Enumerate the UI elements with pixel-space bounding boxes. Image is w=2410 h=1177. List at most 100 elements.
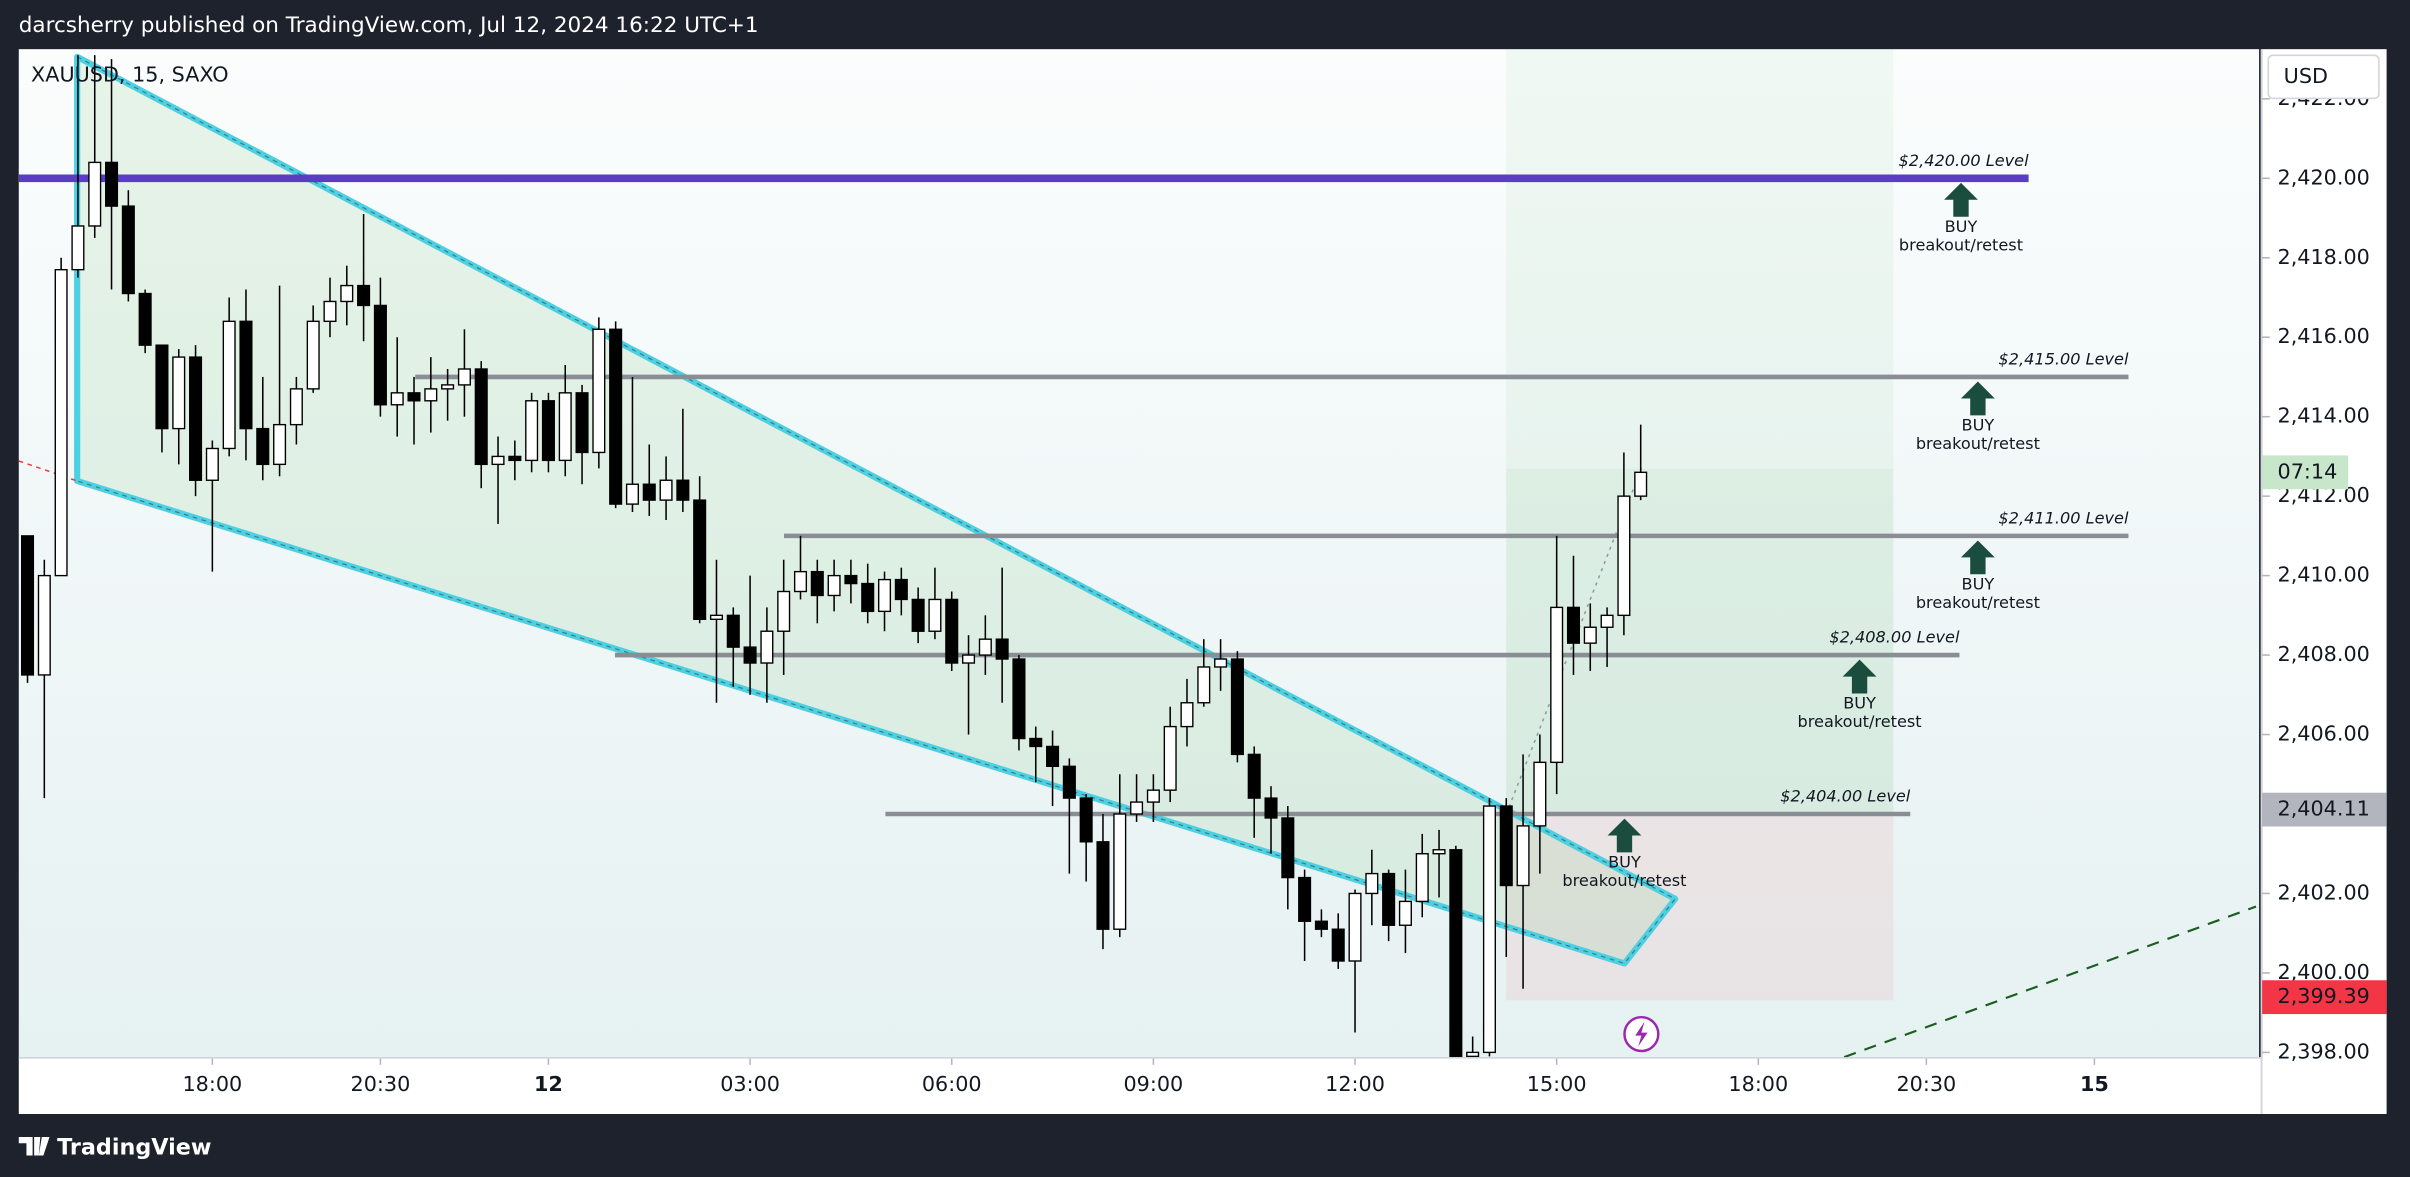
y-tick-label: 2,408.00: [2278, 642, 2370, 666]
buy-label: BUY: [1962, 575, 1995, 594]
y-tick-label: 2,416.00: [2278, 324, 2370, 348]
header-text: darcsherry published on TradingView.com,…: [19, 13, 759, 38]
candle-body-up: [424, 388, 438, 402]
currency-label: USD: [2284, 64, 2328, 88]
buy-arrow: [1842, 659, 1877, 694]
buy-label: BUY: [1945, 217, 1978, 236]
candle-body-down: [189, 356, 203, 481]
footer-text: TradingView: [57, 1134, 211, 1160]
candle-body-up: [1398, 900, 1412, 926]
level-label: $2,420.00 Level: [1899, 151, 2030, 170]
candle-body-up: [1214, 658, 1228, 668]
candle-body-down: [256, 427, 270, 466]
x-tick-label: 15: [2080, 1072, 2109, 1096]
x-tick-label: 06:00: [922, 1072, 982, 1096]
currency-box[interactable]: [2267, 54, 2380, 100]
candle-body-up: [760, 630, 774, 664]
candle-body-up: [205, 447, 219, 481]
footer-logo: TradingView: [18, 1134, 211, 1160]
candle-body-down: [1247, 753, 1261, 799]
candle-body-up: [1113, 813, 1127, 930]
candle-body-up: [1432, 849, 1446, 855]
buy-note: breakout/retest: [1916, 593, 2040, 612]
candle-body-down: [121, 205, 135, 295]
candle-body-down: [726, 614, 740, 648]
candle-body-down: [609, 328, 623, 505]
symbol-label: XAUUSD, 15, SAXO: [31, 62, 229, 86]
candle-body-down: [239, 320, 253, 430]
candle-body-down: [810, 570, 824, 597]
candle-body-down: [1298, 876, 1312, 922]
buy-label: BUY: [1608, 853, 1641, 872]
candle-body-up: [491, 455, 505, 466]
price-tag: [2262, 792, 2387, 827]
candle-body-up: [558, 392, 572, 462]
event-icon-bolt: [1635, 1021, 1648, 1047]
candle-body-down: [1499, 805, 1513, 887]
candle-body-down: [1382, 872, 1396, 926]
candle-body-down: [1331, 928, 1345, 962]
x-tick-label: 18:00: [182, 1072, 242, 1096]
levels: $2,420.00 LevelBUYbreakout/retest$2,415.…: [18, 151, 2129, 890]
candle-body-down: [407, 392, 421, 402]
candle-body-up: [390, 392, 404, 406]
candle-body-down: [20, 535, 35, 676]
candle-body-down: [508, 455, 522, 462]
candle-body-up: [222, 320, 236, 450]
candle-body-down: [1264, 797, 1278, 819]
x-tick-label: 03:00: [720, 1072, 780, 1096]
candle-body-down: [357, 284, 371, 307]
candle-body-down: [1046, 745, 1060, 768]
green-trend-line: [1843, 905, 2257, 1058]
candle-body-up: [1197, 666, 1211, 704]
candle-body-down: [373, 304, 387, 406]
candle-body-up: [1163, 725, 1177, 791]
candle-body-up: [1634, 471, 1648, 497]
candle-body-up: [827, 574, 841, 597]
wedge-center: [76, 56, 1677, 965]
x-tick-label: 12: [534, 1072, 563, 1096]
countdown-box: [2262, 455, 2349, 490]
candle-body-down: [1079, 797, 1093, 843]
candle-body-down: [945, 598, 959, 664]
candle-body-down: [1566, 606, 1581, 644]
candle-body-up: [289, 388, 303, 426]
level-label: $2,415.00 Level: [1998, 350, 2129, 369]
candle-body-up: [1550, 606, 1564, 764]
candle-body-up: [172, 356, 186, 430]
candle-body-up: [793, 570, 808, 593]
candle-body-up: [88, 161, 102, 227]
candle-body-up: [340, 284, 354, 303]
candle-body-up: [877, 578, 892, 613]
candle-body-up: [1533, 761, 1547, 827]
time-axis: [18, 1057, 2263, 1115]
price-tag-label: 2,404.11: [2278, 797, 2370, 821]
candle-body-down: [1029, 737, 1043, 748]
candle-body-down: [861, 582, 875, 613]
axes: 2,398.002,400.002,402.002,404.002,406.00…: [182, 86, 2387, 1096]
candle-body-down: [844, 574, 858, 585]
x-tick-label: 20:30: [351, 1072, 411, 1096]
candle-body-up: [54, 268, 68, 577]
candle-body-up: [928, 598, 942, 632]
buy-arrow: [1607, 818, 1642, 853]
candle-body-down: [1281, 817, 1295, 879]
y-tick-label: 2,398.00: [2278, 1039, 2370, 1063]
candle-body-up: [457, 368, 471, 386]
candle-body-down: [894, 578, 908, 601]
candle-body-up: [273, 423, 287, 466]
price-tag: [2262, 980, 2387, 1015]
candle-body-down: [1012, 658, 1026, 740]
candle-body-down: [995, 638, 1009, 660]
buy-note: breakout/retest: [1798, 712, 1922, 731]
logo-mark: [18, 1137, 50, 1156]
candle-body-up: [625, 483, 639, 505]
level-label: $2,404.00 Level: [1780, 787, 1911, 806]
candle-body-up: [1415, 853, 1429, 903]
buy-note: breakout/retest: [1562, 871, 1686, 890]
red-dashed-line: [18, 460, 78, 482]
candle-body-up: [978, 638, 992, 656]
price-axis: [2262, 49, 2387, 1115]
candle-body-up: [441, 384, 455, 390]
